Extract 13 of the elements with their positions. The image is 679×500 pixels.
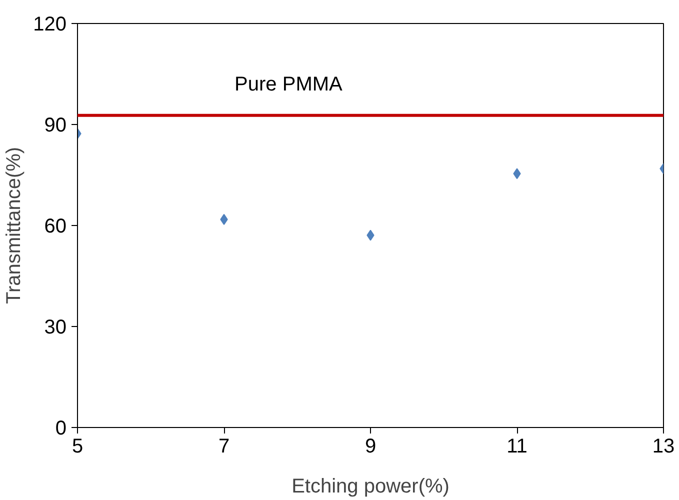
x-axis-title: Etching power(%)	[292, 476, 450, 498]
x-tick-label: 9	[364, 436, 376, 458]
x-tick-label: 11	[506, 436, 528, 458]
x-tick-label: 13	[652, 436, 675, 458]
ref-line-label: Pure PMMA	[234, 73, 344, 96]
y-axis-title: Transmittance(%)	[3, 146, 26, 304]
y-tick-label: 60	[44, 216, 67, 238]
y-tick-label: 30	[44, 316, 67, 338]
y-tick-label: 0	[55, 418, 66, 440]
x-tick-label: 7	[218, 436, 230, 458]
x-tick-label: 5	[72, 436, 84, 458]
y-tick-label: 90	[44, 114, 67, 136]
y-tick-label: 120	[33, 14, 67, 36]
